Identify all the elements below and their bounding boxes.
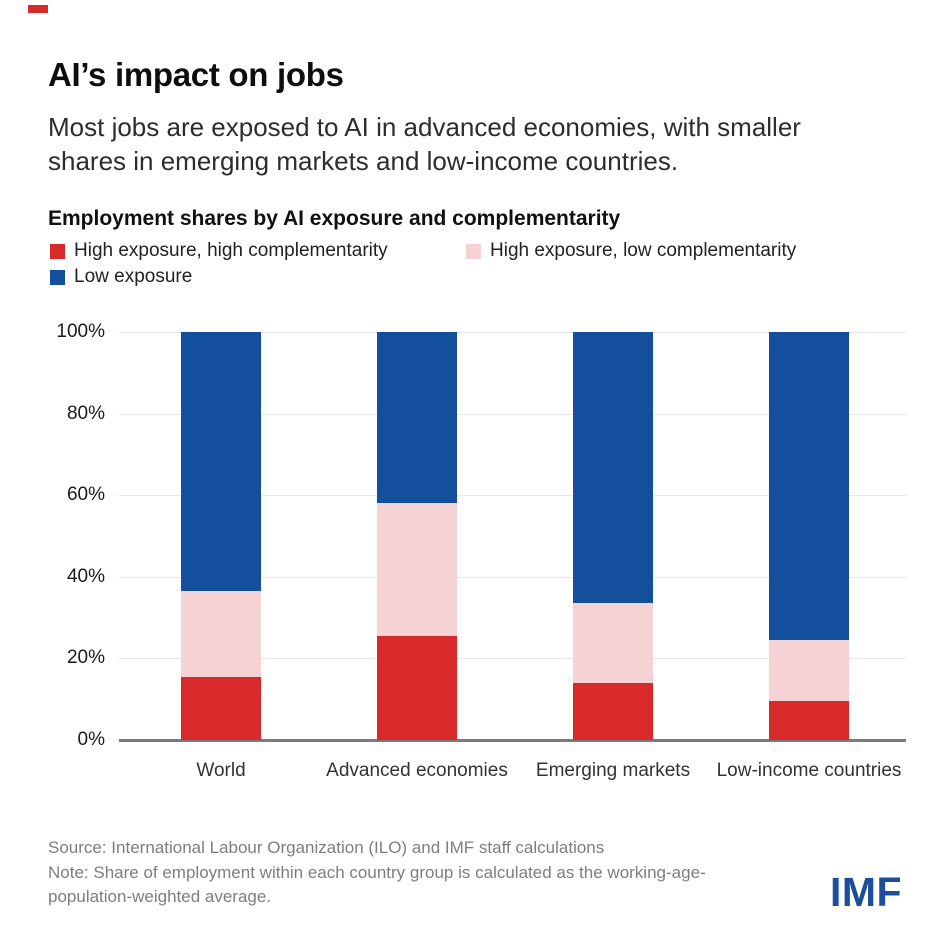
- source-text: Source: International Labour Organizatio…: [48, 838, 605, 857]
- legend-swatch-red: [50, 243, 65, 259]
- legend-label: High exposure, low complementarity: [490, 240, 797, 261]
- legend-item-high-exposure-low-complementarity: High exposure, low complementarity: [466, 240, 796, 262]
- y-axis-tick-label: 80%: [66, 402, 105, 424]
- note-text: Note: Share of employment within each co…: [48, 862, 706, 907]
- x-axis-line: [119, 739, 906, 742]
- x-axis-category-label: Advanced economies: [326, 760, 508, 781]
- bar-segment: [181, 591, 261, 677]
- x-axis-category-label: Low-income countries: [716, 760, 902, 781]
- x-axis-category-label: Emerging markets: [535, 760, 691, 781]
- imf-logo: IMF: [830, 869, 903, 915]
- y-axis-tick-label: 20%: [66, 647, 105, 669]
- bar-segment: [377, 635, 457, 740]
- legend-label: Low exposure: [74, 266, 193, 287]
- gridline: [119, 332, 906, 333]
- page-title: AI’s impact on jobs: [48, 56, 344, 94]
- bar-segment: [377, 503, 457, 636]
- page-subtitle: Most jobs are exposed to AI in advanced …: [48, 112, 801, 177]
- legend-item-high-exposure-high-complementarity: High exposure, high complementarity: [50, 240, 388, 262]
- bar-segment: [573, 603, 653, 683]
- gridline: [119, 495, 906, 497]
- bar-chart: 0% 20% 40% 60% 80% 100% World Advanced economie…: [56, 321, 906, 781]
- gridline: [119, 413, 906, 415]
- legend-item-low-exposure: Low exposure: [50, 266, 192, 288]
- bar-segment: [573, 332, 653, 604]
- gridline: [119, 576, 906, 578]
- accent-dash: [28, 5, 48, 13]
- bar-segment: [181, 676, 261, 740]
- bar-segment: [181, 332, 261, 592]
- gridline: [119, 658, 906, 660]
- bar-segment: [769, 332, 849, 641]
- y-axis-tick-label: 100%: [56, 321, 105, 342]
- chart-title: Employment shares by AI exposure and com…: [48, 207, 621, 231]
- legend-swatch-pink: [466, 243, 481, 259]
- footer: Source: International Labour Organizatio…: [48, 836, 788, 910]
- y-axis-tick-label: 60%: [66, 484, 105, 506]
- bar-segment: [769, 640, 849, 702]
- legend-label: High exposure, high complementarity: [74, 240, 388, 261]
- x-axis-category-label: World: [196, 760, 246, 781]
- bar-segment: [377, 332, 457, 504]
- y-axis-tick-label: 0%: [77, 729, 105, 750]
- bar-segment: [573, 682, 653, 740]
- y-axis-tick-label: 40%: [66, 565, 105, 587]
- bar-segment: [769, 701, 849, 740]
- legend-swatch-blue: [50, 269, 65, 285]
